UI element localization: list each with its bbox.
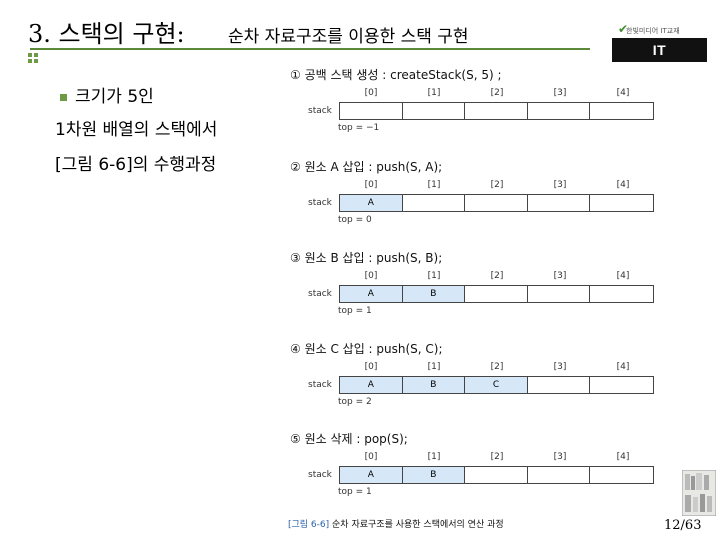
index-label: [4]	[616, 88, 630, 98]
stack-cell	[528, 195, 591, 211]
slide-subtitle: 순차 자료구조를 이용한 스택 구현	[228, 27, 469, 47]
stack-array	[339, 102, 654, 120]
index-label: [0]	[364, 271, 378, 281]
bullet-text: 크기가 5인	[75, 87, 154, 107]
stack-cell	[590, 103, 653, 119]
index-label: [2]	[490, 362, 504, 372]
top-pointer-label: top = 2	[338, 397, 372, 407]
stack-cell	[465, 467, 528, 483]
index-label: [2]	[490, 88, 504, 98]
bullet-item: 크기가 5인	[60, 82, 154, 107]
stack-array: A	[339, 194, 654, 212]
caption-figure-number: [그림 6-6]	[288, 520, 330, 530]
stack-cell: A	[340, 286, 403, 302]
stack-cell: A	[340, 467, 403, 483]
page-number: 12/63	[664, 518, 702, 533]
top-pointer-label: top = 1	[338, 306, 372, 316]
index-label: [3]	[553, 88, 567, 98]
index-label: [1]	[427, 88, 441, 98]
bullet-icon	[60, 93, 67, 101]
step-title: ① 공백 스택 생성 : createStack(S, 5) ;	[290, 68, 502, 82]
check-icon: ✔	[618, 22, 629, 36]
stack-label: stack	[308, 289, 332, 299]
stack-cell	[403, 103, 466, 119]
step-title: ② 원소 A 삽입 : push(S, A);	[290, 160, 443, 174]
stack-cell	[528, 467, 591, 483]
body-line-3: [그림 6-6]의 수행과정	[55, 155, 217, 175]
slide-title: 3. 스택의 구현:	[28, 20, 185, 48]
index-label: [3]	[553, 271, 567, 281]
stack-label: stack	[308, 380, 332, 390]
stack-label: stack	[308, 106, 332, 116]
index-label: [3]	[553, 452, 567, 462]
stack-label: stack	[308, 470, 332, 480]
index-label: [0]	[364, 362, 378, 372]
stack-cell: C	[465, 377, 528, 393]
index-label: [2]	[490, 271, 504, 281]
stack-cell: B	[402, 377, 466, 393]
stack-cell: A	[340, 195, 403, 211]
index-label: [3]	[553, 362, 567, 372]
index-label: [4]	[616, 271, 630, 281]
stack-figure: ① 공백 스택 생성 : createStack(S, 5) ; [0] [1] [2…	[286, 66, 686, 536]
caption-text: 순차 자료구조를 사용한 스택에서의 연산 과정	[332, 520, 504, 530]
stack-cell	[340, 103, 403, 119]
stack-cell: B	[402, 467, 466, 483]
index-label: [4]	[616, 362, 630, 372]
stack-cell	[465, 103, 528, 119]
index-label: [1]	[427, 180, 441, 190]
ornament-icon	[28, 53, 38, 63]
stack-cell	[465, 195, 528, 211]
step-title: ③ 원소 B 삽입 : push(S, B);	[290, 251, 443, 265]
stack-cell	[528, 377, 591, 393]
stack-cell	[590, 286, 653, 302]
index-label: [4]	[616, 180, 630, 190]
stack-cell	[528, 286, 591, 302]
index-label: [1]	[427, 271, 441, 281]
index-label: [2]	[490, 180, 504, 190]
stack-cell: B	[402, 286, 466, 302]
stack-cell	[590, 377, 653, 393]
top-pointer-label: top = −1	[338, 123, 380, 133]
index-label: [3]	[553, 180, 567, 190]
figure-caption: [그림 6-6] 순차 자료구조를 사용한 스택에서의 연산 과정	[288, 517, 504, 530]
step-title: ⑤ 원소 삭제 : pop(S);	[290, 432, 408, 446]
logo-tagline: 한빛미디어 IT교재	[626, 27, 680, 35]
stack-cell	[403, 195, 466, 211]
stack-label: stack	[308, 198, 332, 208]
top-pointer-label: top = 1	[338, 487, 372, 497]
index-label: [2]	[490, 452, 504, 462]
index-label: [4]	[616, 452, 630, 462]
stack-cell	[465, 286, 528, 302]
stack-cell	[590, 195, 653, 211]
index-label: [0]	[364, 452, 378, 462]
index-label: [1]	[427, 452, 441, 462]
logo-text: IT COOKBOOK	[612, 38, 707, 82]
title-underline	[30, 48, 590, 50]
publisher-logo: ✔ 한빛미디어 IT교재 IT COOKBOOK	[606, 22, 716, 82]
body-line-2: 1차원 배열의 스택에서	[55, 120, 218, 140]
index-label: [0]	[364, 180, 378, 190]
stack-cell	[528, 103, 591, 119]
stack-cell: A	[340, 377, 403, 393]
top-pointer-label: top = 0	[338, 215, 372, 225]
bookshelf-icon	[682, 470, 716, 516]
step-title: ④ 원소 C 삽입 : push(S, C);	[290, 342, 443, 356]
index-label: [1]	[427, 362, 441, 372]
index-label: [0]	[364, 88, 378, 98]
stack-cell	[590, 467, 653, 483]
